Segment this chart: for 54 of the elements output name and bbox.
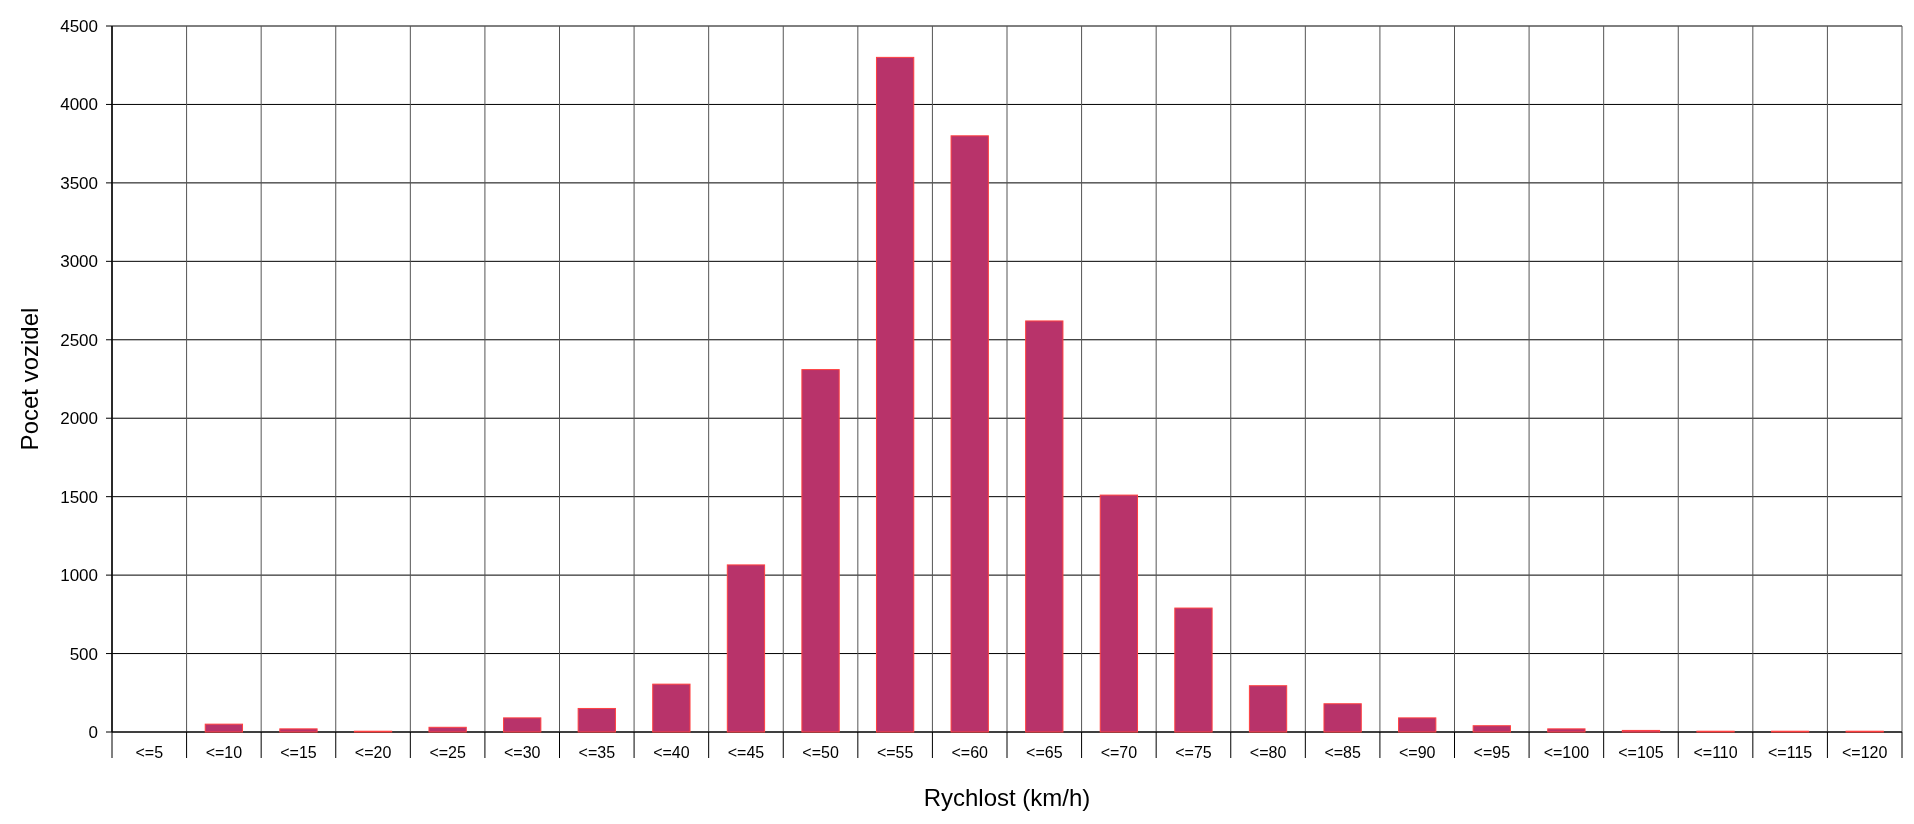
y-tick-label: 0 (88, 722, 98, 742)
bar (950, 135, 989, 733)
x-tick-label: <=70 (1100, 744, 1138, 761)
bar (1025, 320, 1064, 733)
x-tick-label: <=40 (653, 744, 690, 761)
y-tick-label: 4500 (60, 16, 98, 36)
x-tick-label: <=20 (354, 744, 392, 761)
x-tick-label: <=55 (876, 744, 914, 761)
bar (801, 369, 840, 733)
bar (726, 564, 766, 733)
x-tick-label: <=110 (1693, 744, 1738, 761)
x-tick-label: <=15 (280, 744, 317, 761)
x-tick-label: <=90 (1398, 744, 1436, 761)
bar (1248, 685, 1288, 733)
bar (1398, 717, 1437, 733)
x-tick-label: <=65 (1026, 744, 1063, 761)
x-tick-label: <=5 (135, 744, 164, 761)
y-tick-label: 1500 (60, 487, 98, 507)
bar (428, 726, 467, 733)
y-tick-label: 3500 (60, 173, 98, 193)
y-tick-label: 2000 (60, 409, 98, 429)
bar (652, 683, 691, 733)
bar (204, 723, 244, 733)
y-tick-label: 1000 (60, 566, 98, 586)
x-tick-label: <=35 (578, 744, 616, 761)
x-axis-title: Rychlost (km/h) (923, 784, 1091, 811)
bar (1323, 703, 1362, 733)
bar (1099, 494, 1139, 733)
x-tick-label: <=95 (1473, 744, 1511, 761)
y-tick-label: 3000 (60, 252, 98, 272)
x-tick-label: <=85 (1324, 744, 1361, 761)
x-tick-label: <=100 (1543, 744, 1590, 761)
y-tick-label: 2500 (60, 330, 98, 350)
bar (875, 56, 915, 733)
x-tick-label: <=50 (802, 744, 839, 761)
bar (577, 707, 616, 733)
x-tick-label: <=60 (951, 744, 989, 761)
y-tick-label: 500 (69, 644, 98, 664)
x-tick-label: <=30 (503, 744, 541, 761)
x-tick-label: <=75 (1175, 744, 1212, 761)
y-tick-label: 4000 (60, 95, 98, 115)
x-tick-label: <=45 (727, 744, 765, 761)
bar (1174, 607, 1213, 733)
x-tick-label: <=105 (1618, 744, 1664, 761)
bar (1472, 725, 1511, 733)
y-axis-title: Pocet vozidel (16, 307, 43, 451)
x-tick-label: <=80 (1249, 744, 1287, 761)
bar (1547, 728, 1586, 733)
x-tick-label: <=25 (429, 744, 466, 761)
x-tick-label: <=10 (205, 744, 243, 761)
x-tick-label: <=115 (1768, 744, 1813, 761)
bar (503, 717, 542, 733)
x-tick-label: <=120 (1842, 744, 1888, 761)
bar (279, 728, 318, 733)
